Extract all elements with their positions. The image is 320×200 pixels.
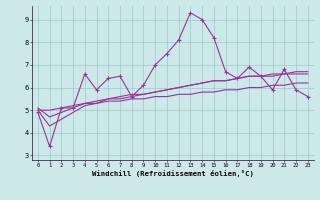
X-axis label: Windchill (Refroidissement éolien,°C): Windchill (Refroidissement éolien,°C): [92, 170, 254, 177]
